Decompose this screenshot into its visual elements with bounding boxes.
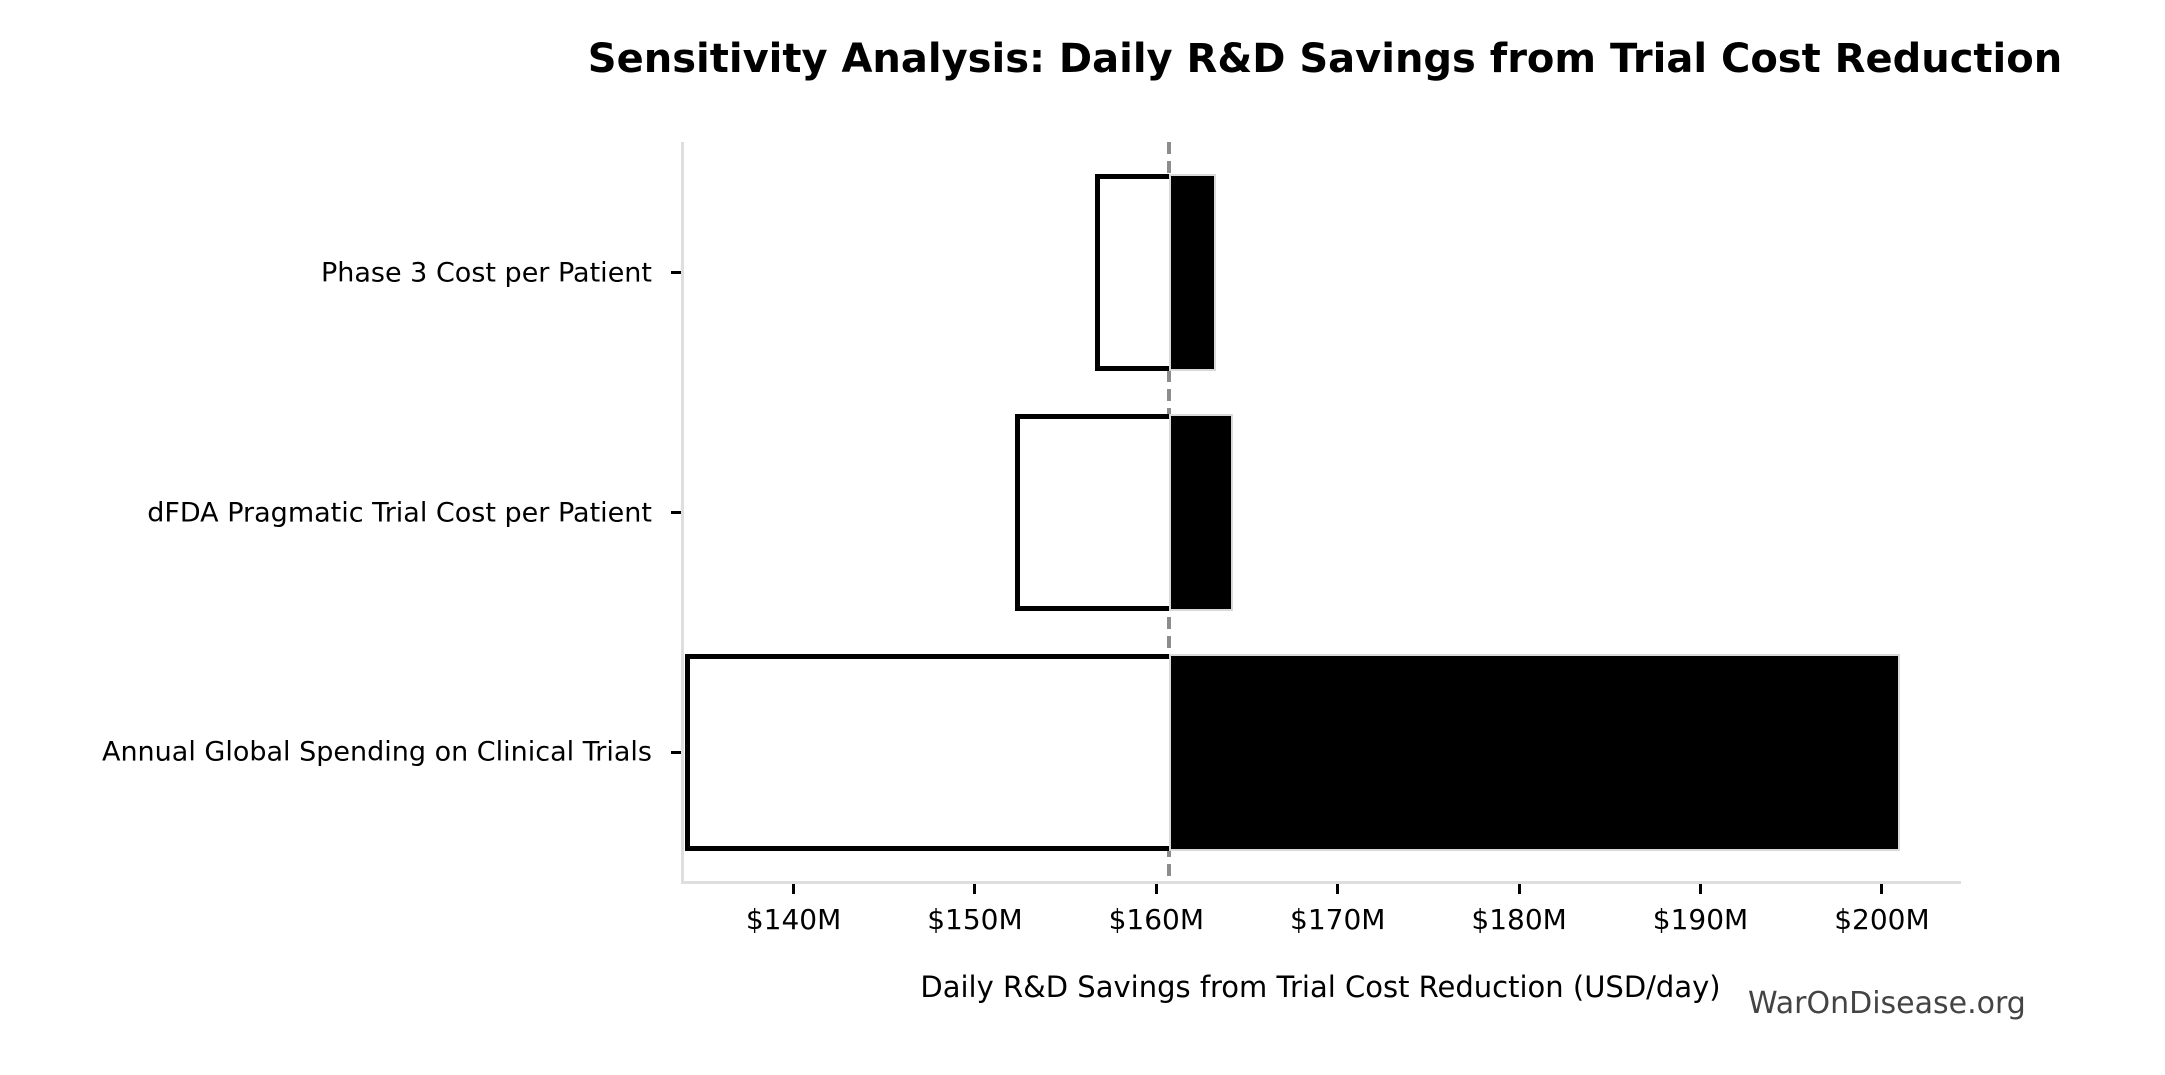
x-tick-label: $160M [1108, 903, 1205, 936]
y-axis-label: dFDA Pragmatic Trial Cost per Patient [147, 497, 652, 528]
y-axis-label: Phase 3 Cost per Patient [320, 257, 652, 288]
x-tick-label: $200M [1834, 903, 1930, 936]
y-tick-mark [671, 750, 681, 754]
x-tick-mark [1880, 884, 1884, 894]
x-tick-label: $140M [745, 903, 842, 936]
x-tick-mark [1517, 884, 1521, 894]
x-tick-label: $190M [1652, 903, 1749, 936]
chart-title: Sensitivity Analysis: Daily R&D Savings … [587, 36, 2063, 82]
x-tick-mark [1699, 884, 1703, 894]
x-tick-mark [792, 884, 796, 894]
watermark-text: WarOnDisease.org [1748, 986, 2026, 1021]
tornado-bar-high-segment [1169, 174, 1217, 371]
x-axis-spine [681, 881, 1961, 884]
tornado-bar-high-segment [1169, 414, 1233, 611]
x-axis-title: Daily R&D Savings from Trial Cost Reduct… [920, 970, 1721, 1004]
y-axis-spine [681, 142, 684, 883]
x-tick-label: $150M [927, 903, 1023, 936]
tornado-bar-high-segment [1169, 653, 1901, 851]
x-tick-label: $170M [1290, 903, 1386, 936]
y-tick-mark [671, 271, 681, 274]
x-tick-mark [1154, 884, 1158, 894]
x-tick-mark [1336, 884, 1340, 894]
y-axis-label: Annual Global Spending on Clinical Trial… [101, 736, 652, 768]
x-tick-label: $180M [1471, 903, 1567, 936]
y-tick-mark [671, 511, 681, 514]
x-tick-mark [973, 884, 977, 894]
